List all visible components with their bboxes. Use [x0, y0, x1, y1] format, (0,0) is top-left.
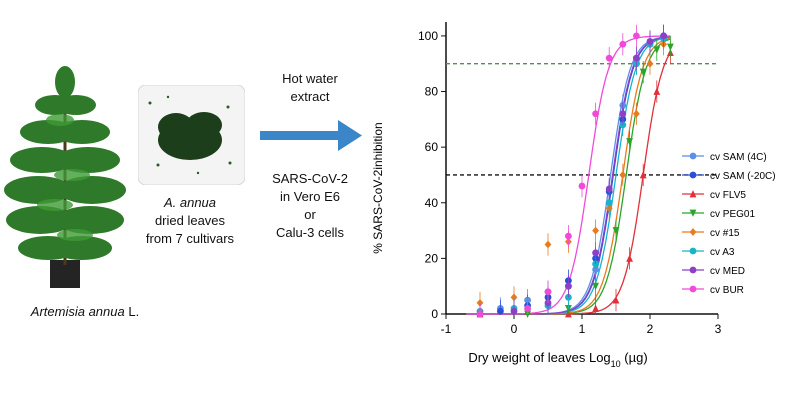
data-point-series-7 — [633, 32, 640, 40]
data-point-series-6 — [619, 110, 627, 118]
leaves-caption-line3: from 7 cultivars — [145, 231, 235, 246]
method-assay-line4: Calu-3 cells — [276, 225, 344, 240]
data-point-series-3 — [653, 46, 661, 54]
leaves-caption-line2: dried leaves — [154, 213, 226, 228]
x-tick-label: -1 — [441, 322, 452, 336]
data-point-series-7 — [592, 110, 599, 118]
x-tick-label: 1 — [579, 322, 586, 336]
legend-marker-2 — [689, 190, 697, 198]
data-point-series-7 — [605, 54, 613, 62]
legend-marker-5 — [689, 247, 697, 255]
method-assay-text: SARS-CoV-2 in Vero E6 or Calu-3 cells — [250, 170, 370, 242]
data-point-series-3 — [524, 310, 531, 318]
plant-species-name: Artemisia annua — [30, 304, 125, 319]
plant-species-suffix: L. — [124, 304, 140, 319]
y-tick-label: 0 — [431, 307, 438, 321]
data-point-series-3 — [667, 43, 674, 51]
x-axis-label-main: Dry weight of leaves Log — [468, 350, 610, 365]
data-point-series-7 — [524, 305, 531, 312]
y-tick-label: 60 — [425, 140, 439, 154]
data-point-series-3 — [626, 138, 633, 146]
data-point-series-4 — [544, 240, 552, 249]
x-axis-label-sub: 10 — [611, 359, 621, 369]
method-extract-line2: extract — [290, 89, 330, 104]
data-point-series-2 — [592, 304, 599, 312]
legend-marker-4 — [689, 228, 697, 236]
data-point-series-2 — [653, 87, 661, 95]
leaves-caption-species: A. annua — [163, 195, 217, 210]
method-extract-line1: Hot water — [282, 71, 338, 86]
x-tick-label: 0 — [511, 322, 518, 336]
legend-marker-7 — [689, 285, 697, 293]
x-axis-label-unit: (µg) — [621, 350, 648, 365]
leaves-caption: A. annua dried leaves from 7 cultivars — [125, 194, 255, 248]
method-extract-text: Hot water extract — [250, 70, 370, 106]
data-point-series-6 — [510, 307, 518, 315]
data-point-series-4 — [592, 226, 599, 235]
data-point-series-3 — [592, 282, 599, 291]
data-point-series-2 — [626, 254, 633, 262]
data-point-series-6 — [565, 282, 572, 290]
data-point-series-2 — [612, 296, 620, 304]
legend-label-6: cv MED — [710, 266, 745, 277]
data-point-series-6 — [633, 54, 640, 62]
data-point-series-5 — [605, 199, 613, 207]
x-tick-label: 3 — [715, 322, 722, 336]
x-tick-label: 2 — [647, 322, 654, 336]
data-point-series-7 — [476, 310, 484, 318]
plant-caption: Artemisia annua L. — [0, 304, 170, 319]
dried-leaves-photo — [138, 85, 245, 185]
data-point-series-7 — [565, 232, 572, 240]
data-point-series-3 — [565, 305, 572, 313]
legend: cv SAM (4C) cv SAM (-20C) cv FLV5 cv PEG01 c… — [682, 152, 776, 296]
y-axis-label: % SARS-CoV-2inhibition — [371, 122, 385, 253]
legend-label-0: cv SAM (4C) — [710, 152, 767, 163]
data-point-series-4 — [619, 171, 627, 179]
data-point-series-3 — [612, 227, 620, 235]
legend-label-7: cv BUR — [710, 285, 744, 296]
data-point-series-7 — [578, 182, 586, 190]
data-point-series-1 — [497, 307, 504, 315]
data-point-series-2 — [639, 171, 647, 179]
legend-marker-6 — [689, 266, 697, 274]
method-assay-line1: SARS-CoV-2 — [272, 171, 348, 186]
legend-marker-3 — [689, 209, 697, 217]
y-tick-label: 100 — [418, 29, 438, 43]
legend-marker-0 — [689, 152, 697, 160]
data-point-series-5 — [592, 260, 599, 268]
data-point-series-3 — [639, 68, 647, 76]
y-tick-label: 20 — [425, 251, 439, 265]
legend-label-2: cv FLV5 — [710, 190, 746, 201]
artemisia-plant-photo — [4, 66, 126, 288]
data-point-series-6 — [646, 38, 654, 45]
data-point-series-6 — [605, 185, 613, 193]
legend-label-4: cv #15 — [710, 228, 740, 239]
method-assay-line2: in Vero E6 — [280, 189, 340, 204]
data-point-series-7 — [619, 40, 627, 48]
y-tick-label: 80 — [425, 85, 439, 99]
y-tick-label: 40 — [425, 196, 439, 210]
data-point-series-4 — [646, 59, 654, 68]
method-assay-line3: or — [304, 207, 316, 222]
data-point-series-6 — [592, 249, 599, 257]
process-arrow-icon — [260, 120, 362, 151]
legend-label-5: cv A3 — [710, 247, 735, 258]
legend-label-3: cv PEG01 — [710, 209, 755, 220]
x-axis-label: Dry weight of leaves Log10 (µg) — [468, 350, 647, 369]
data-point-series-6 — [660, 32, 667, 40]
legend-label-1: cv SAM (-20C) — [710, 171, 776, 182]
data-point-series-4 — [633, 109, 640, 118]
data-point-series-7 — [544, 288, 552, 296]
legend-marker-1 — [689, 171, 697, 179]
